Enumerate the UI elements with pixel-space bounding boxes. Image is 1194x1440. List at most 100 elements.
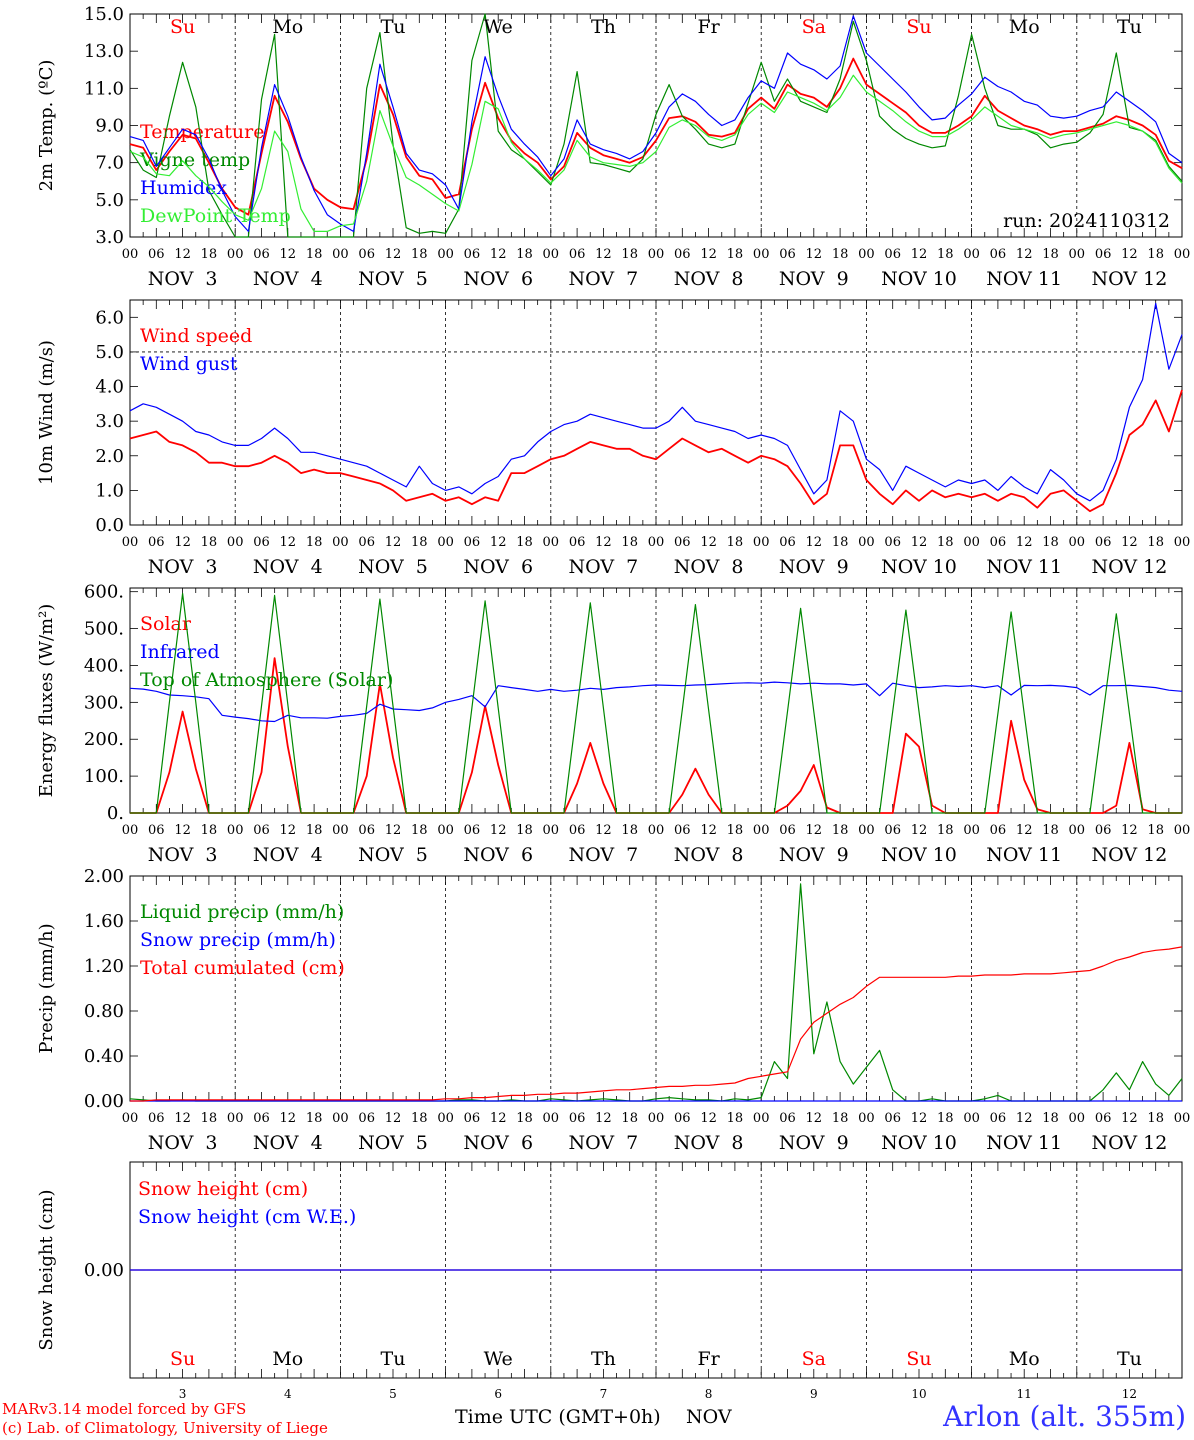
legend-infrared: Infrared — [140, 641, 220, 663]
hour-label: 06 — [990, 535, 1007, 550]
hour-label: 12 — [700, 1111, 717, 1126]
hour-label: 18 — [411, 1111, 428, 1126]
hour-label: 00 — [543, 247, 560, 262]
hour-label: 12 — [174, 1111, 191, 1126]
weekday-label: Tu — [381, 16, 406, 38]
hour-label: 06 — [674, 1111, 691, 1126]
day-label: NOV 12 — [1091, 268, 1167, 290]
hour-label: 18 — [727, 247, 744, 262]
legend-wind-gust: Wind gust — [140, 353, 238, 375]
y-tick-label: 13.0 — [84, 41, 124, 62]
series-line-wind-gust — [129, 302, 1183, 502]
hour-label: 00 — [122, 823, 139, 838]
y-tick-label: 0.00 — [84, 1260, 124, 1281]
day-label: NOV 6 — [463, 268, 533, 290]
hour-label: 18 — [832, 1111, 849, 1126]
day-label: NOV 9 — [779, 556, 849, 578]
day-label: NOV 9 — [779, 1132, 849, 1154]
weekday-label: Tu — [1117, 1348, 1142, 1370]
day-label: NOV 3 — [148, 1132, 218, 1154]
y-tick-label: 100. — [84, 766, 124, 787]
hour-label: 12 — [1016, 1111, 1033, 1126]
y-tick-label: 6.0 — [95, 307, 124, 328]
hour-label: 18 — [832, 823, 849, 838]
day-label: NOV 11 — [986, 268, 1062, 290]
panel-2: 0.0 1.0 2.0 3.0 4.0 5.0 6.0 10m Wind (m/s) Wind … — [36, 299, 1190, 578]
hour-label: 18 — [201, 823, 218, 838]
hour-label: 06 — [148, 823, 165, 838]
day-label: NOV 12 — [1091, 556, 1167, 578]
hour-label: 12 — [174, 247, 191, 262]
month-label: NOV — [686, 1406, 732, 1428]
hour-label: 12 — [385, 535, 402, 550]
hour-label: 12 — [280, 1111, 297, 1126]
hour-label: 12 — [806, 823, 823, 838]
y-tick-label: 11.0 — [84, 78, 124, 99]
y-tick-label: 0.40 — [84, 1046, 124, 1067]
hour-label: 00 — [963, 1111, 980, 1126]
hour-label: 06 — [464, 535, 481, 550]
y-tick-label: 300. — [84, 692, 124, 713]
y-tick-label: 15.0 — [84, 4, 124, 25]
y-tick-label: 500. — [84, 619, 124, 640]
day-number-label: 11 — [1017, 1387, 1032, 1400]
hour-label: 00 — [122, 247, 139, 262]
hour-label: 12 — [911, 823, 928, 838]
legend-snow-height-cm-: Snow height (cm) — [138, 1178, 308, 1200]
y-tick-label: 1.20 — [84, 956, 124, 977]
panel-5: 0.00 Snow height (cm) Snow height (cm) Snow… — [36, 1161, 1183, 1400]
hour-label: 06 — [253, 823, 270, 838]
y-tick-label: 0.80 — [84, 1001, 124, 1022]
weekday-label: Su — [906, 16, 931, 38]
hour-label: 12 — [1016, 247, 1033, 262]
hour-label: 12 — [806, 1111, 823, 1126]
hour-label: 00 — [227, 247, 244, 262]
hour-label: 18 — [306, 247, 323, 262]
hour-label: 00 — [963, 823, 980, 838]
hour-label: 12 — [385, 247, 402, 262]
weekday-label: Th — [591, 16, 616, 38]
hour-label: 18 — [937, 823, 954, 838]
hour-label: 12 — [174, 823, 191, 838]
hour-label: 12 — [595, 247, 612, 262]
hour-label: 06 — [358, 247, 375, 262]
hour-label: 12 — [806, 535, 823, 550]
day-label: NOV 8 — [674, 268, 744, 290]
hour-label: 00 — [1174, 247, 1191, 262]
day-label: NOV 8 — [674, 556, 744, 578]
hour-label: 12 — [1121, 1111, 1138, 1126]
legend-total-cumulated-cm-: Total cumulated (cm) — [140, 957, 345, 979]
legend-dewpoint-temp: DewPoint Temp — [140, 205, 291, 227]
hour-label: 18 — [516, 823, 533, 838]
day-number-label: 12 — [1122, 1387, 1137, 1400]
hour-label: 00 — [332, 535, 349, 550]
hour-label: 06 — [148, 247, 165, 262]
hour-label: 18 — [832, 535, 849, 550]
day-label: NOV 12 — [1091, 844, 1167, 866]
hour-label: 00 — [753, 535, 770, 550]
y-tick-label: 0.00 — [84, 1091, 124, 1112]
hour-label: 00 — [1069, 1111, 1086, 1126]
day-label: NOV 11 — [986, 844, 1062, 866]
day-label: NOV 7 — [569, 844, 639, 866]
hour-label: 06 — [464, 247, 481, 262]
hour-label: 12 — [911, 1111, 928, 1126]
hour-label: 00 — [227, 535, 244, 550]
weekday-label: Tu — [381, 1348, 406, 1370]
hour-label: 18 — [621, 823, 638, 838]
hour-label: 06 — [779, 535, 796, 550]
legend-temperature: Temperature — [140, 121, 264, 143]
series-line-total-cumulated-cm- — [130, 946, 1183, 1102]
hour-label: 06 — [253, 247, 270, 262]
y-axis-title: Energy fluxes (W/m²) — [36, 604, 57, 798]
hour-label: 06 — [148, 535, 165, 550]
y-tick-label: 1.60 — [84, 911, 124, 932]
hour-label: 18 — [1147, 1111, 1164, 1126]
weekday-label: Fr — [697, 16, 720, 38]
hour-label: 00 — [122, 535, 139, 550]
day-label: NOV 7 — [569, 268, 639, 290]
day-label: NOV 4 — [253, 1132, 323, 1154]
hour-label: 12 — [911, 247, 928, 262]
hour-label: 00 — [332, 1111, 349, 1126]
hour-label: 00 — [332, 823, 349, 838]
